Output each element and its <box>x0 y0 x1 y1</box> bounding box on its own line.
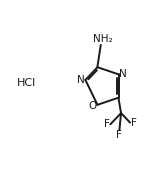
Text: N: N <box>77 74 85 85</box>
Text: N: N <box>119 69 127 79</box>
Text: HCl: HCl <box>17 78 36 88</box>
Text: O: O <box>89 101 97 111</box>
Text: NH₂: NH₂ <box>93 34 113 44</box>
Text: F: F <box>116 131 122 141</box>
Text: F: F <box>104 119 110 129</box>
Text: F: F <box>131 118 137 128</box>
